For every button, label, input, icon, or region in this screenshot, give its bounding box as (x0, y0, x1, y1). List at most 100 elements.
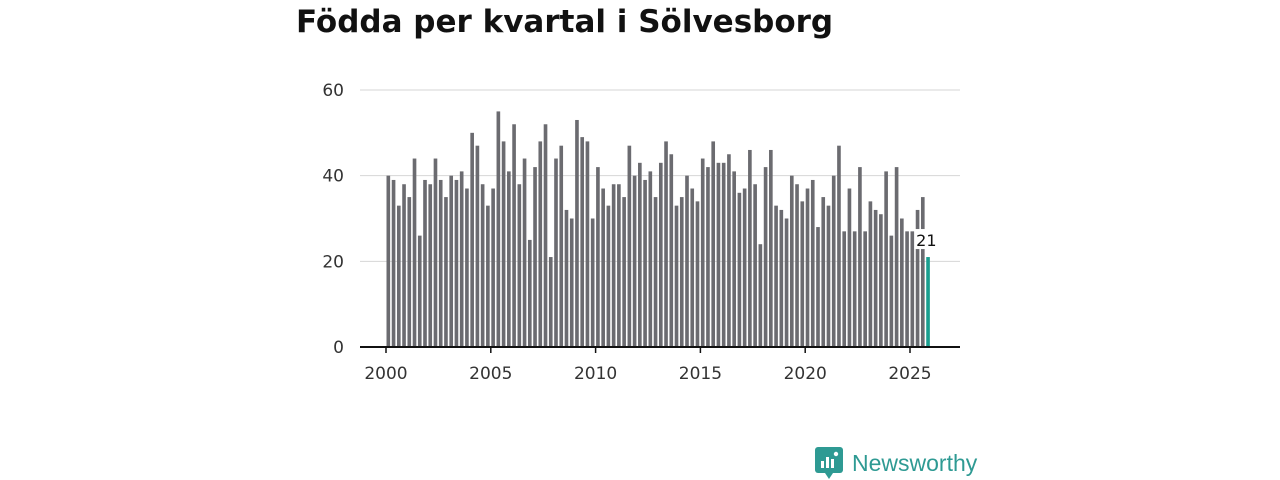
bar (653, 197, 658, 347)
x-tick-label: 2015 (679, 364, 722, 384)
data-label-latest: 21 (916, 231, 936, 250)
bar (873, 209, 878, 347)
bar (580, 137, 585, 347)
x-tick-label: 2005 (469, 364, 512, 384)
chart-title: Födda per kvartal i Sölvesborg (296, 4, 834, 40)
bar (590, 218, 595, 347)
bar (748, 149, 752, 347)
bar (774, 205, 778, 347)
bar (847, 188, 852, 347)
bar (475, 145, 480, 347)
bar (486, 205, 490, 347)
bar (533, 167, 537, 347)
bar (538, 141, 543, 347)
bar (454, 179, 459, 347)
bar (805, 188, 810, 347)
bar (900, 218, 904, 347)
bar (669, 154, 674, 347)
bar (459, 171, 464, 347)
newsworthy-logo-icon (815, 447, 843, 479)
bar (685, 175, 689, 347)
bar (386, 175, 391, 347)
bar (695, 201, 700, 347)
bar (779, 209, 784, 347)
bar (632, 175, 637, 347)
bar (465, 188, 469, 347)
bar (638, 162, 642, 347)
bar (706, 167, 710, 347)
bar (842, 231, 847, 347)
bar (910, 231, 915, 347)
bar (732, 171, 736, 347)
bar (433, 158, 438, 347)
bar (444, 197, 448, 347)
bar (795, 184, 799, 347)
bar (522, 158, 527, 347)
bar (826, 205, 831, 347)
bar (868, 201, 873, 347)
bar (674, 205, 679, 347)
bar (417, 235, 422, 347)
bar (543, 124, 548, 348)
x-tick-label: 2020 (784, 364, 827, 384)
bar (852, 231, 857, 347)
bar (711, 141, 716, 347)
bar (884, 171, 888, 347)
newsworthy-logo-text: Newsworthy (852, 449, 978, 476)
bar (622, 197, 626, 347)
bar (412, 158, 417, 347)
x-axis-ticks: 2000 2005 2010 2015 2020 2025 (364, 347, 932, 384)
y-tick-label: 60 (322, 81, 344, 101)
bar (742, 188, 747, 347)
x-tick-label: 2000 (364, 364, 407, 384)
y-axis-ticks: 0 20 40 60 (322, 81, 344, 358)
bar (643, 179, 647, 347)
data-label-bg (914, 229, 939, 250)
bar (517, 184, 522, 347)
bar (700, 158, 705, 347)
bar (501, 141, 506, 347)
bar (920, 197, 925, 347)
bar (596, 167, 600, 347)
bar (391, 179, 396, 347)
bar (507, 171, 511, 347)
bar (585, 141, 590, 347)
bar (679, 197, 684, 347)
bar-latest (926, 257, 930, 347)
bar (527, 239, 532, 347)
bar (601, 188, 605, 347)
bar (664, 141, 668, 347)
x-tick-label: 2025 (888, 364, 931, 384)
bar (915, 209, 920, 347)
bar (769, 149, 773, 347)
bar (658, 162, 663, 347)
bar (559, 145, 564, 347)
bar (721, 162, 726, 347)
x-tick-label: 2010 (574, 364, 617, 384)
bar (821, 197, 826, 347)
bar (810, 179, 815, 347)
y-tick-label: 0 (333, 338, 344, 358)
bar (449, 175, 454, 347)
bar (727, 154, 731, 347)
bar (627, 145, 632, 347)
y-tick-label: 40 (322, 167, 344, 187)
bar (716, 162, 721, 347)
bar (863, 231, 867, 347)
bar (428, 184, 433, 347)
bar (438, 179, 443, 347)
annotations: 21 (914, 229, 939, 250)
bar (879, 214, 883, 347)
bar (564, 209, 569, 347)
bar (496, 111, 501, 348)
bar (554, 158, 558, 347)
bar (548, 257, 553, 347)
bar (569, 218, 574, 347)
newsworthy-logo: Newsworthy (814, 446, 977, 480)
bar-chart: 0 20 40 60 2000 2005 2010 2015 2020 2025 21 (322, 81, 960, 384)
y-tick-label: 20 (322, 252, 344, 272)
bar (858, 167, 862, 347)
bar (789, 175, 794, 347)
bar (737, 192, 742, 347)
bar (512, 124, 516, 348)
